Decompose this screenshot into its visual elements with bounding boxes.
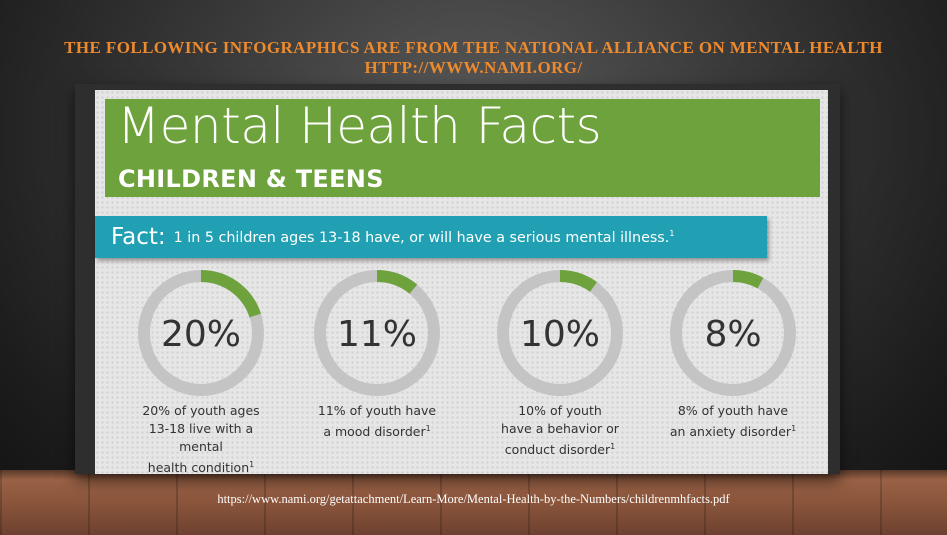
ring-fill	[670, 270, 796, 396]
fact-text: 1 in 5 children ages 13-18 have, or will…	[174, 229, 675, 246]
stat-item-2: 11% 11% of youth have a mood disorder1	[307, 268, 447, 441]
donut-chart-4: 8%	[670, 270, 796, 396]
fact-label: Fact:	[111, 224, 166, 250]
stat-footnote: 1	[249, 460, 255, 469]
ring-fill	[314, 270, 440, 396]
stat-percent: 11%	[337, 314, 417, 355]
stat-footnote: 1	[791, 424, 797, 433]
title-banner: Mental Health Facts CHILDREN & TEENS	[105, 97, 820, 197]
stat-item-3: 10% 10% of youth have a behavior or cond…	[490, 268, 630, 459]
stat-percent: 10%	[520, 314, 600, 355]
source-url: https://www.nami.org/getattachment/Learn…	[217, 492, 730, 506]
infographic-subtitle: CHILDREN & TEENS	[118, 165, 384, 193]
stat-description-text: 8% of youth have an anxiety disorder	[669, 403, 792, 440]
stat-description-text: 11% of youth have a mood disorder	[317, 403, 437, 440]
wood-floor	[0, 470, 947, 535]
ring-fill	[497, 270, 623, 396]
fact-sentence: 1 in 5 children ages 13-18 have, or will…	[173, 229, 670, 246]
infographic-frame: Mental Health Facts CHILDREN & TEENS Fac…	[75, 84, 840, 477]
stat-description-text: 20% of youth ages 13-18 live with a ment…	[142, 403, 260, 476]
donut-chart-3: 10%	[497, 270, 623, 396]
stat-description: 20% of youth ages 13-18 live with a ment…	[131, 402, 271, 477]
stat-description-text: 10% of youth have a behavior or conduct …	[501, 403, 619, 458]
slide-header: The Following Infographics are from the …	[64, 38, 883, 77]
infographic-card: Mental Health Facts CHILDREN & TEENS Fac…	[95, 90, 828, 477]
stat-footnote: 1	[610, 442, 616, 451]
stat-description: 8% of youth have an anxiety disorder1	[663, 402, 803, 441]
stat-footnote: 1	[425, 424, 431, 433]
stat-description: 11% of youth have a mood disorder1	[307, 402, 447, 441]
stat-percent: 20%	[161, 314, 241, 355]
fact-footnote: 1	[669, 228, 675, 238]
donut-chart-2: 11%	[314, 270, 440, 396]
stat-description: 10% of youth have a behavior or conduct …	[490, 402, 630, 459]
ring-fill	[138, 270, 264, 396]
infographic-title: Mental Health Facts	[117, 97, 602, 155]
stat-item-1: 20% 20% of youth ages 13-18 live with a …	[131, 268, 271, 477]
donut-chart-1: 20%	[138, 270, 264, 396]
fact-bar: Fact: 1 in 5 children ages 13-18 have, o…	[95, 216, 767, 258]
stat-item-4: 8% 8% of youth have an anxiety disorder1	[663, 268, 803, 441]
stat-percent: 8%	[704, 314, 761, 355]
